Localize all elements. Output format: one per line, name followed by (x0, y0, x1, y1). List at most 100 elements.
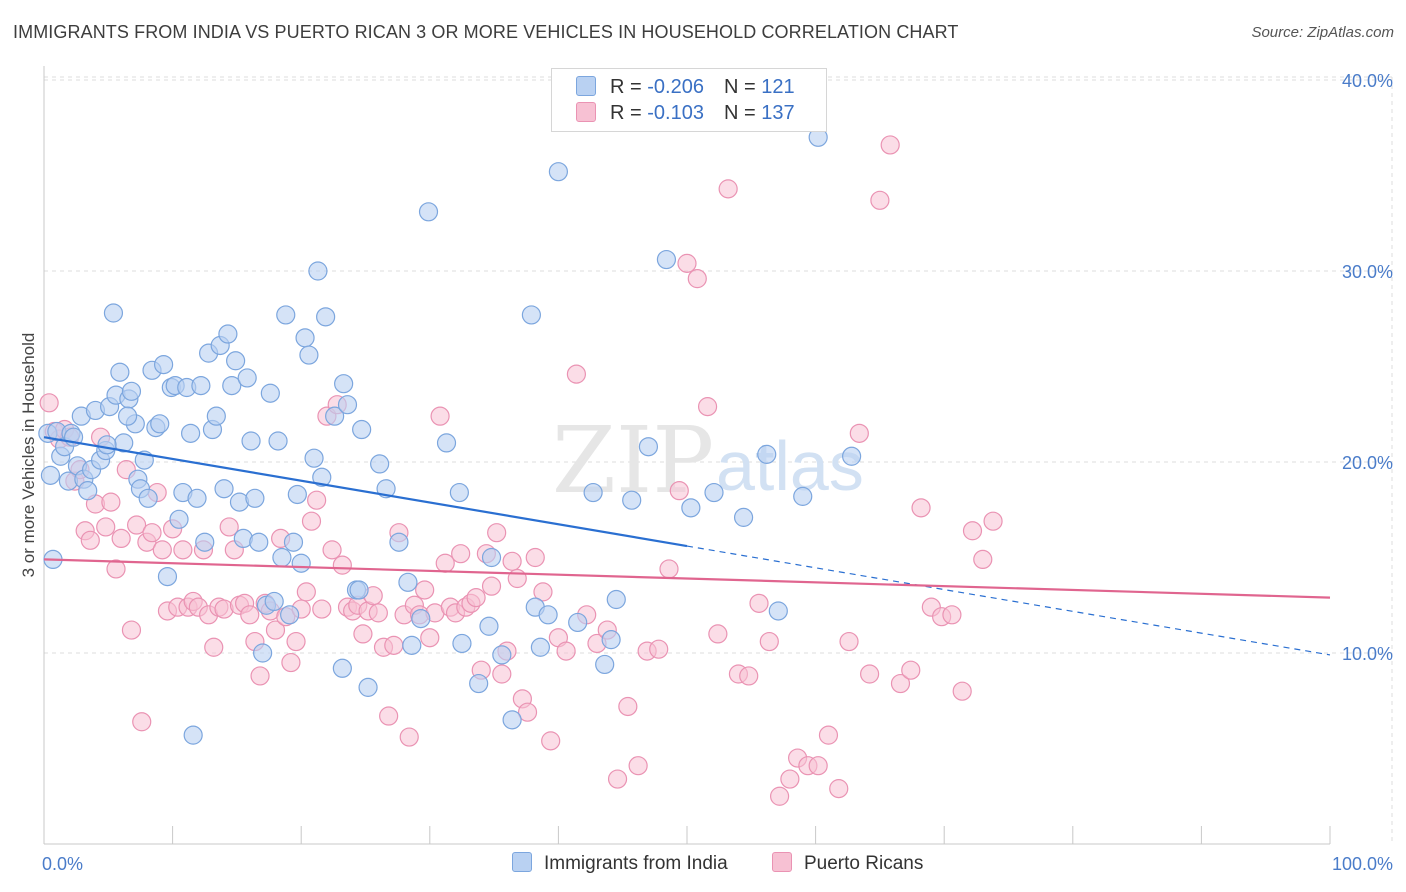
data-point-india (157, 566, 178, 587)
data-point-puerto-ricans (332, 555, 352, 575)
data-point-puerto-ricans (780, 769, 800, 789)
chart-title: IMMIGRANTS FROM INDIA VS PUERTO RICAN 3 … (13, 22, 959, 42)
data-point-puerto-ricans (322, 540, 342, 560)
data-point-india (218, 324, 238, 344)
data-point-puerto-ricans (353, 624, 373, 644)
data-point-puerto-ricans (628, 756, 648, 776)
data-point-puerto-ricans (890, 673, 911, 694)
data-point-india (195, 532, 215, 552)
data-point-india (352, 419, 372, 440)
n-label: N = (723, 76, 762, 98)
data-point-india (538, 605, 558, 625)
data-point-india (334, 374, 354, 394)
data-point-india (349, 580, 369, 600)
data-point-puerto-ricans (607, 769, 628, 789)
data-point-puerto-ricans (39, 393, 59, 413)
data-point-india (78, 481, 98, 501)
pr-legend-swatch (772, 852, 792, 872)
data-point-india (97, 435, 117, 455)
data-point-india (169, 509, 189, 529)
data-point-india (280, 605, 300, 625)
data-point-india (226, 351, 246, 371)
data-point-india (245, 488, 265, 508)
data-point-india (332, 658, 352, 678)
data-point-india (521, 305, 541, 325)
n-value-pr: 137 (761, 102, 795, 124)
data-point-india (411, 609, 431, 629)
data-point-puerto-ricans (649, 639, 669, 659)
data-point-puerto-ricans (659, 559, 679, 579)
data-point-india (214, 479, 234, 499)
data-point-india (295, 328, 315, 348)
data-point-india (181, 423, 201, 443)
y-tick-label: 30.0% (1342, 262, 1393, 282)
data-point-puerto-ricans (942, 605, 962, 625)
data-point-puerto-ricans (952, 681, 972, 701)
data-point-india (183, 725, 203, 745)
data-point-india (681, 498, 701, 518)
data-point-india (481, 547, 502, 568)
data-point-india (191, 376, 211, 396)
data-point-india (622, 490, 642, 510)
data-point-puerto-ricans (492, 664, 512, 684)
y-axis-label: 3 or more Vehicles in Household (19, 333, 38, 578)
pr-legend-label: Puerto Ricans (804, 853, 924, 874)
data-point-india (299, 345, 319, 365)
data-point-puerto-ricans (142, 523, 162, 543)
r-value-pr: -0.103 (647, 102, 704, 124)
data-point-puerto-ricans (487, 523, 507, 543)
r-value-india: -0.206 (647, 76, 704, 98)
data-point-india (241, 431, 261, 451)
data-point-puerto-ricans (415, 580, 435, 600)
data-point-puerto-ricans (126, 515, 147, 535)
x-tick-label: 100.0% (1332, 854, 1393, 874)
data-point-puerto-ricans (286, 631, 306, 652)
data-point-india (757, 444, 777, 464)
legend-item-pr[interactable]: Puerto Ricans (772, 852, 923, 875)
data-point-india (150, 414, 170, 434)
data-point-puerto-ricans (556, 641, 576, 661)
data-point-india (358, 677, 378, 697)
data-point-puerto-ricans (525, 547, 545, 568)
r-label: R = (610, 76, 648, 98)
data-point-puerto-ricans (901, 660, 921, 680)
watermark-atlas: atlas (716, 427, 864, 505)
data-point-puerto-ricans (983, 511, 1003, 531)
trend-line-puerto-ricans (43, 558, 1331, 599)
data-point-puerto-ricans (870, 190, 890, 210)
data-point-india (595, 654, 615, 675)
data-point-india (402, 635, 422, 655)
data-point-india (308, 261, 328, 281)
data-point-india (398, 572, 418, 592)
india-legend-label: Immigrants from India (544, 853, 728, 874)
data-point-india (222, 376, 242, 396)
data-point-puerto-ricans (517, 702, 538, 722)
data-point-puerto-ricans (121, 620, 142, 640)
data-point-puerto-ricans (973, 549, 993, 570)
data-point-india (40, 465, 61, 485)
legend-item-india[interactable]: Immigrants from India (512, 852, 728, 875)
trend-line-india (43, 436, 688, 548)
data-point-india (601, 630, 621, 650)
data-point-india (452, 633, 472, 654)
data-point-puerto-ricans (818, 725, 839, 745)
data-point-india (237, 368, 257, 388)
data-point-india (733, 507, 754, 527)
data-point-india (138, 488, 158, 508)
data-point-india (469, 673, 489, 694)
data-point-india (153, 354, 174, 375)
data-point-india (656, 249, 677, 270)
data-point-puerto-ricans (687, 269, 707, 289)
data-point-india (389, 532, 409, 552)
data-point-india (793, 486, 813, 506)
data-point-puerto-ricans (173, 540, 193, 560)
data-point-india (502, 710, 522, 730)
data-point-puerto-ricans (399, 727, 419, 747)
data-point-puerto-ricans (80, 530, 100, 550)
data-point-india (583, 482, 603, 503)
data-point-india (418, 202, 439, 222)
data-point-india (638, 437, 659, 457)
data-point-india (264, 591, 284, 612)
data-point-india (492, 645, 512, 665)
